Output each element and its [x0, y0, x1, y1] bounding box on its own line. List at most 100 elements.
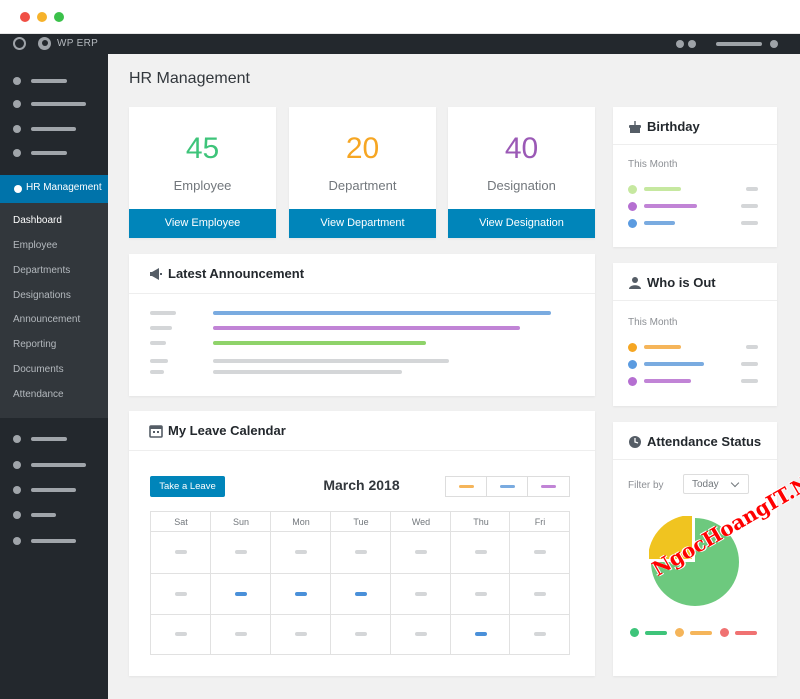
calendar-day-cell[interactable] — [534, 592, 546, 596]
submenu-designations[interactable]: Designations — [13, 290, 71, 301]
sidebar-item[interactable] — [13, 434, 103, 444]
take-leave-button[interactable]: Take a Leave — [150, 476, 225, 497]
calendar-day-cell[interactable] — [475, 592, 487, 596]
chevron-down-icon — [730, 478, 740, 488]
legend-item[interactable] — [690, 631, 712, 635]
stat-label: Department — [328, 178, 397, 193]
menu-dot-icon — [13, 77, 21, 85]
out-item[interactable] — [644, 362, 704, 366]
main-content: HR Management 45 Employee View Employee … — [108, 54, 800, 699]
menu-dot-icon — [13, 100, 21, 108]
user-avatar-icon[interactable] — [770, 40, 778, 48]
admin-bar: WP ERP — [0, 34, 800, 54]
day-name: Mon — [292, 517, 310, 527]
birthday-item[interactable] — [644, 204, 697, 208]
calendar-day-cell[interactable] — [475, 550, 487, 554]
out-item[interactable] — [644, 345, 681, 349]
sidebar-item[interactable] — [13, 536, 103, 546]
calendar-leave-event[interactable] — [295, 592, 307, 596]
legend-item[interactable] — [645, 631, 667, 635]
view-employee-button[interactable]: View Employee — [129, 209, 276, 238]
submenu-announcement[interactable]: Announcement — [13, 314, 81, 325]
view-department-button[interactable]: View Department — [289, 209, 436, 238]
leave-type-option[interactable] — [487, 477, 528, 496]
submenu-employee[interactable]: Employee — [13, 240, 58, 251]
minimize-window-button[interactable] — [37, 12, 47, 22]
erp-logo-icon[interactable] — [38, 37, 51, 50]
calendar-day-cell[interactable] — [175, 632, 187, 636]
sidebar-item[interactable] — [13, 485, 103, 495]
panel-subtitle: This Month — [628, 317, 678, 328]
submenu-departments[interactable]: Departments — [13, 265, 71, 276]
submenu-dashboard[interactable]: Dashboard — [13, 215, 62, 226]
window-titlebar — [0, 0, 800, 34]
menu-dot-icon — [13, 486, 21, 494]
panel-header: Latest Announcement — [129, 254, 595, 294]
sidebar-item[interactable] — [13, 148, 103, 158]
calendar-day-cell[interactable] — [175, 550, 187, 554]
attendance-panel: Attendance Status Filter by Today — [613, 422, 777, 676]
calendar-leave-event[interactable] — [355, 592, 367, 596]
wordpress-logo-icon[interactable] — [13, 37, 26, 50]
who-is-out-panel: Who is Out This Month — [613, 263, 777, 406]
sidebar-item[interactable] — [13, 76, 103, 86]
day-name: Tue — [353, 517, 369, 527]
calendar-leave-event[interactable] — [475, 632, 487, 636]
calendar-day-cell[interactable] — [415, 632, 427, 636]
panel-title: Attendance Status — [647, 434, 762, 449]
announcement-line[interactable] — [213, 311, 551, 315]
calendar-day-cell[interactable] — [235, 632, 247, 636]
sidebar-item-label: HR Management — [26, 182, 102, 193]
calendar-day-cell[interactable] — [175, 592, 187, 596]
notification-dot-icon[interactable] — [688, 40, 696, 48]
announcement-line[interactable] — [213, 326, 520, 330]
stat-card-employee: 45 Employee View Employee — [129, 107, 276, 238]
menu-dot-icon — [13, 537, 21, 545]
view-designation-button[interactable]: View Designation — [448, 209, 595, 238]
leave-type-option[interactable] — [528, 477, 569, 496]
day-name: Sat — [174, 517, 188, 527]
out-item[interactable] — [644, 379, 691, 383]
birthday-item[interactable] — [644, 187, 681, 191]
sidebar-item[interactable] — [13, 510, 103, 520]
pie-slice-1[interactable] — [649, 516, 692, 559]
calendar-day-cell[interactable] — [295, 550, 307, 554]
attendance-pie-chart — [649, 516, 739, 606]
calendar-day-cell[interactable] — [355, 550, 367, 554]
notification-dot-icon[interactable] — [676, 40, 684, 48]
filter-value: Today — [692, 479, 719, 490]
filter-select[interactable]: Today — [683, 474, 749, 494]
legend-item[interactable] — [735, 631, 757, 635]
menu-dot-icon — [13, 125, 21, 133]
sidebar-item[interactable] — [13, 99, 103, 109]
calendar-day-cell[interactable] — [415, 592, 427, 596]
close-window-button[interactable] — [20, 12, 30, 22]
panel-header: My Leave Calendar — [129, 411, 595, 451]
sidebar-item-hr-management[interactable]: HR Management — [0, 175, 108, 203]
sidebar-item[interactable] — [13, 124, 103, 134]
calendar-day-cell[interactable] — [355, 632, 367, 636]
submenu-documents[interactable]: Documents — [13, 364, 64, 375]
submenu-attendance[interactable]: Attendance — [13, 389, 64, 400]
calendar-grid: Sat Sun Mon Tue Wed Thu Fri — [150, 511, 570, 655]
calendar-day-cell[interactable] — [534, 550, 546, 554]
birthday-item[interactable] — [644, 221, 675, 225]
cake-icon — [629, 121, 641, 133]
calendar-day-cell[interactable] — [295, 632, 307, 636]
announcement-line[interactable] — [213, 341, 426, 345]
stat-value: 40 — [504, 132, 539, 165]
user-menu-placeholder[interactable] — [716, 42, 762, 46]
admin-bar-title[interactable]: WP ERP — [57, 38, 99, 49]
sidebar-item[interactable] — [13, 460, 103, 470]
maximize-window-button[interactable] — [54, 12, 64, 22]
submenu-reporting[interactable]: Reporting — [13, 339, 57, 350]
pie-slice-0[interactable] — [651, 518, 739, 606]
calendar-day-cell[interactable] — [534, 632, 546, 636]
calendar-day-cell[interactable] — [235, 550, 247, 554]
leave-type-option[interactable] — [446, 477, 487, 496]
calendar-day-cell[interactable] — [415, 550, 427, 554]
stat-card-designation: 40 Designation View Designation — [448, 107, 595, 238]
panel-title: Who is Out — [647, 275, 716, 290]
stat-card-department: 20 Department View Department — [289, 107, 436, 238]
calendar-leave-event[interactable] — [235, 592, 247, 596]
